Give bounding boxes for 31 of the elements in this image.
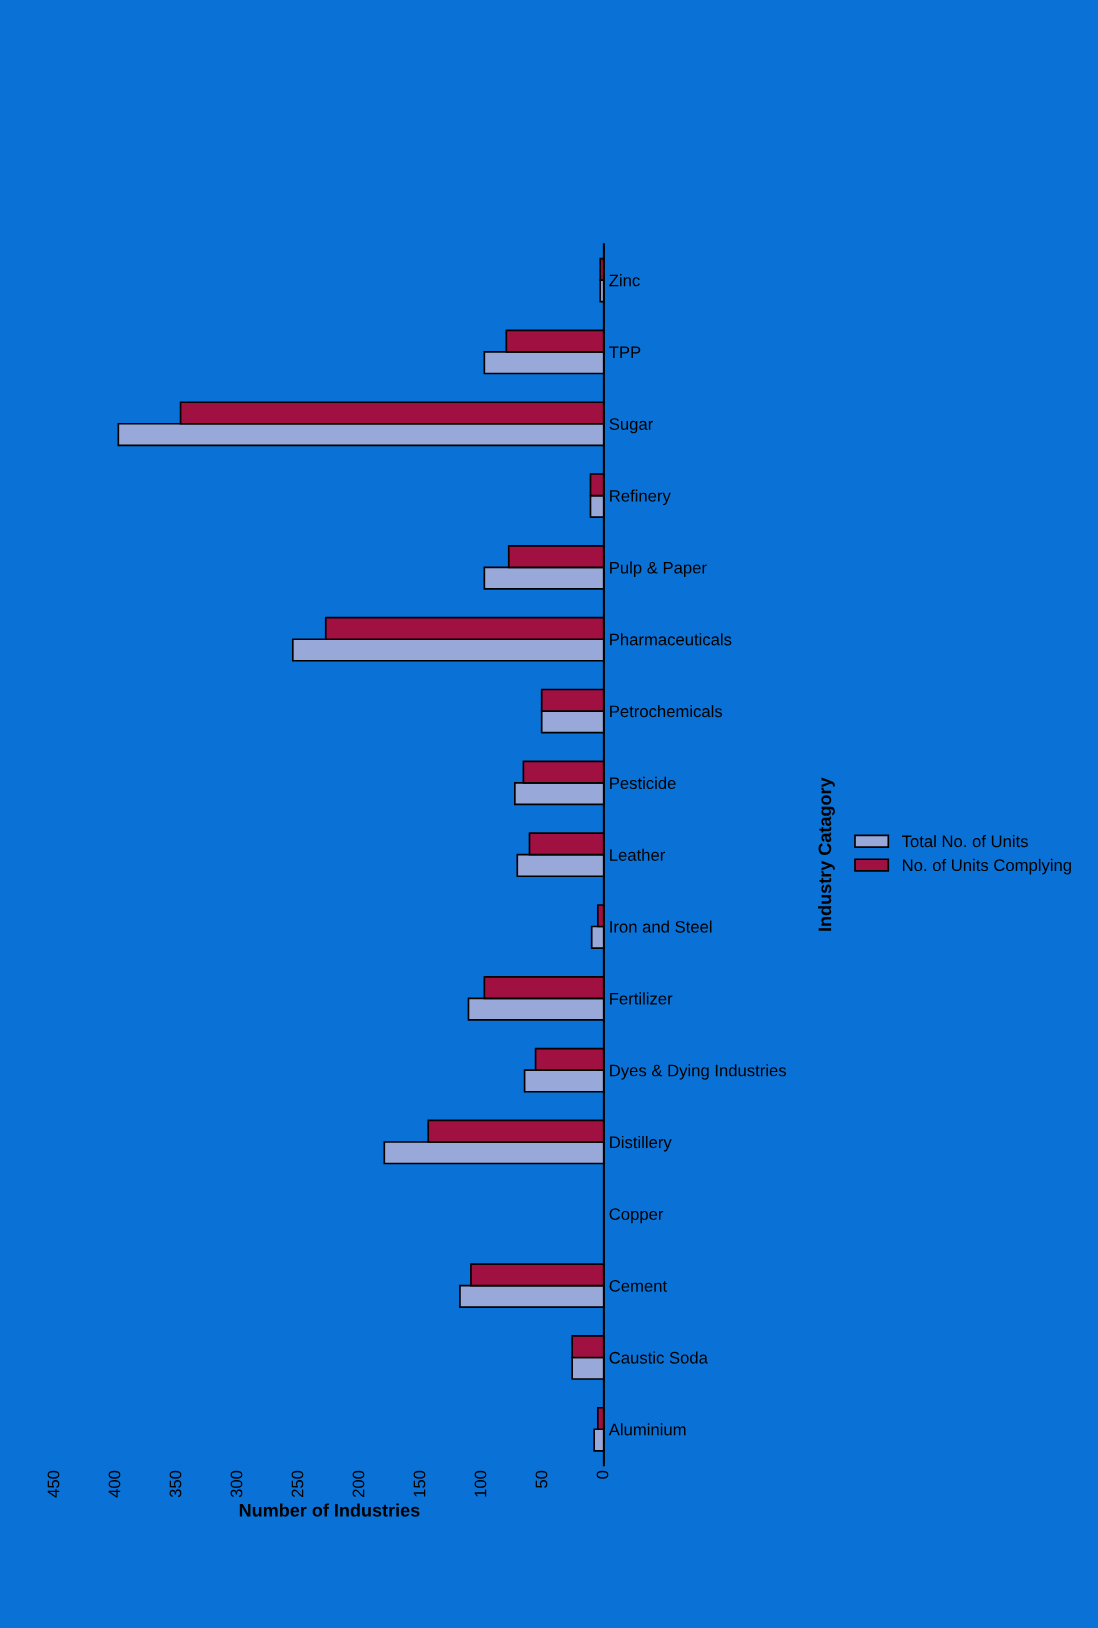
y-tick-label: Leather [610,848,666,861]
y-tick-label: Pharmaceuticals [610,633,732,646]
y-tick-label: Pulp & Paper [610,561,707,577]
y-tick-label: Iron and Steel [610,920,712,933]
legend-label: No. of Units Complying [903,858,1071,875]
y-tick-label: Dyes & Dying Industries [610,1064,787,1080]
y-tick-label: Petrochemicals [610,705,723,718]
y-tick-label: TPP [609,346,641,358]
x-tick-label: 250 [291,1470,304,1498]
y-tick-label: Pesticide [610,776,676,790]
x-tick-label: 200 [352,1470,365,1498]
x-tick-label: 450 [47,1470,60,1498]
y-tick-label: Cement [609,1280,667,1292]
x-axis-title: Number of Industries [239,1503,420,1517]
x-tick-label: 100 [474,1470,487,1497]
y-tick-label: Distillery [610,1135,672,1152]
y-tick-label: Copper [609,1208,664,1224]
legend-label: Total No. of Units [902,835,1028,848]
y-tick-label: Caustic Soda [609,1351,708,1364]
x-tick-label: 300 [230,1470,243,1498]
x-tick-label: 0 [596,1470,609,1479]
x-tick-label: 400 [108,1470,121,1498]
x-tick-label: 50 [535,1470,548,1488]
y-tick-label: Sugar [609,418,653,434]
x-tick-label: 350 [169,1470,182,1498]
y-tick-label: Fertilizer [610,992,673,1005]
y-tick-label: Refinery [610,489,671,506]
y-tick-label: Zinc [609,274,640,287]
x-tick-label: 150 [413,1470,426,1497]
y-axis-title: Industry Catagory [818,777,835,931]
y-tick-label: Aluminium [608,1423,686,1436]
